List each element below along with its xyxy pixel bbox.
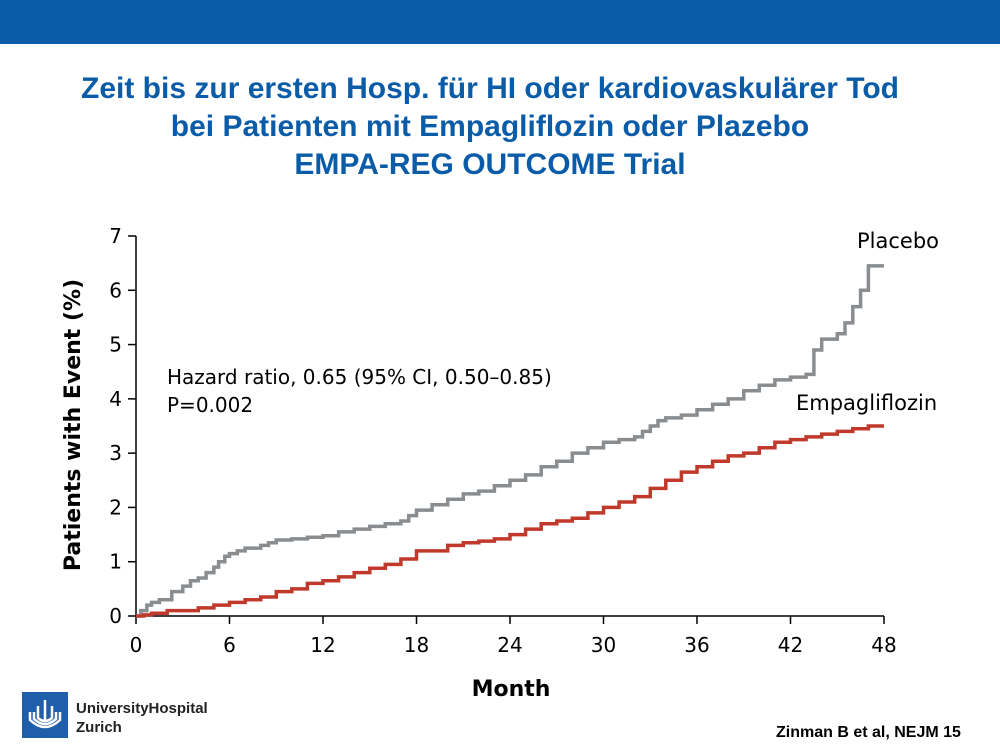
y-tick-label: 0 <box>109 604 122 628</box>
top-banner-bar <box>0 0 1000 44</box>
institution-name-line-2: Zurich <box>76 719 122 736</box>
series-line-placebo <box>136 264 884 618</box>
x-tick-label: 30 <box>591 633 616 657</box>
y-tick-label: 1 <box>109 550 122 574</box>
y-axis-title: Patients with Event (%) <box>61 279 86 571</box>
x-tick-label: 48 <box>871 633 896 657</box>
x-tick-label: 24 <box>497 633 522 657</box>
x-tick-label: 6 <box>223 633 236 657</box>
institution-name-line-1: UniversityHospital <box>76 700 208 717</box>
legend-label-placebo: Placebo <box>857 229 939 253</box>
y-tick-label: 2 <box>109 495 122 519</box>
y-tick-label: 3 <box>109 441 122 465</box>
x-tick-label: 18 <box>404 633 429 657</box>
citation: Zinman B et al, NEJM 15 <box>776 724 961 741</box>
y-tick-label: 4 <box>109 387 122 411</box>
institution-name: UniversityHospital Zurich <box>76 699 208 737</box>
slide-title-line-2: bei Patienten mit Empagliflozin oder Pla… <box>170 110 810 143</box>
y-tick-label: 7 <box>109 224 122 248</box>
hazard-ratio-annotation: Hazard ratio, 0.65 (95% CI, 0.50–0.85) <box>167 365 552 389</box>
x-tick-label: 36 <box>684 633 709 657</box>
y-tick-label: 6 <box>109 278 122 302</box>
x-tick-label: 12 <box>310 633 335 657</box>
y-tick-label: 5 <box>109 333 122 357</box>
slide-title-line-3: EMPA-REG OUTCOME Trial <box>294 148 686 181</box>
series-line-empagliflozin <box>136 424 884 618</box>
chart-series <box>136 264 884 618</box>
chart-axes <box>135 236 884 617</box>
slide-title-line-1: Zeit bis zur ersten Hosp. für HI oder ka… <box>81 72 899 105</box>
legend-label-empagliflozin: Empagliflozin <box>796 391 937 415</box>
x-tick-label: 42 <box>778 633 803 657</box>
p-value-annotation: P=0.002 <box>167 393 253 417</box>
x-axis-title: Month <box>472 677 551 702</box>
slide-title: Zeit bis zur ersten Hosp. für HI oder ka… <box>0 70 980 184</box>
x-axis-ticks: 0 6 12 18 24 30 36 42 48 <box>130 616 897 657</box>
x-tick-label: 0 <box>130 633 143 657</box>
y-axis-ticks: 0 1 2 3 4 5 6 7 <box>109 224 136 628</box>
university-hospital-logo-icon <box>22 692 68 738</box>
